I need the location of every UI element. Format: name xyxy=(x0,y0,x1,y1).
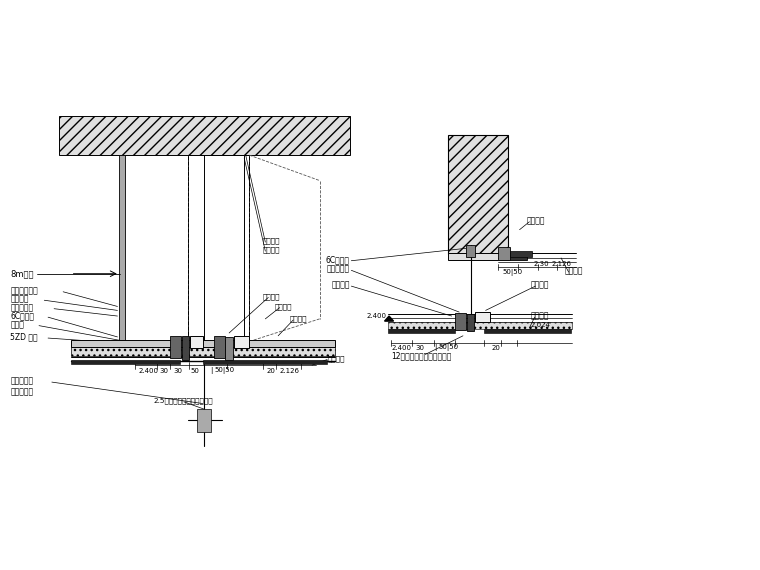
Text: 弹簧支撑: 弹簧支撑 xyxy=(263,293,280,300)
Text: 居室合金牛: 居室合金牛 xyxy=(11,376,33,385)
Bar xyxy=(484,329,571,333)
Text: 2.126: 2.126 xyxy=(280,368,299,374)
Text: 2.400: 2.400 xyxy=(366,313,386,319)
Text: 2.126: 2.126 xyxy=(552,261,572,267)
Text: 50|50: 50|50 xyxy=(214,367,234,374)
Text: 2.024: 2.024 xyxy=(531,321,551,328)
Text: 30: 30 xyxy=(173,368,182,374)
Text: 6C主龙骨: 6C主龙骨 xyxy=(11,312,34,320)
Text: 20: 20 xyxy=(492,345,501,351)
Bar xyxy=(448,253,508,259)
Bar xyxy=(388,322,572,329)
Text: 尼龙固定: 尼龙固定 xyxy=(263,247,280,253)
Bar xyxy=(188,155,249,341)
Bar xyxy=(71,347,334,356)
Bar xyxy=(182,336,189,360)
Text: 尼龙尼龙: 尼龙尼龙 xyxy=(263,238,280,245)
Text: 混凝土层: 混凝土层 xyxy=(527,216,546,225)
Bar xyxy=(225,337,233,360)
Text: 天板布方: 天板布方 xyxy=(531,312,549,320)
Text: 2.400: 2.400 xyxy=(391,345,411,351)
Text: 尼龙固定: 尼龙固定 xyxy=(531,280,549,290)
Bar xyxy=(233,336,249,348)
Bar xyxy=(466,246,475,256)
Text: |: | xyxy=(211,367,213,374)
Text: 8m以内: 8m以内 xyxy=(11,269,34,278)
Text: 50|50: 50|50 xyxy=(502,268,522,275)
Text: 30: 30 xyxy=(160,368,169,374)
Text: 12层期面层空调中色乳胶漆: 12层期面层空调中色乳胶漆 xyxy=(391,351,451,360)
Text: 30: 30 xyxy=(416,345,424,351)
Text: 对抗弹性生: 对抗弹性生 xyxy=(327,264,350,274)
Text: 50|50: 50|50 xyxy=(438,344,458,351)
Bar xyxy=(119,155,125,341)
Text: 大龙骨: 大龙骨 xyxy=(11,320,24,329)
Text: 居室限高度: 居室限高度 xyxy=(11,303,33,312)
Text: 20: 20 xyxy=(267,368,276,374)
Text: 防腐处理: 防腐处理 xyxy=(11,295,29,304)
Bar xyxy=(388,329,455,333)
Text: 住宅清水通上: 住宅清水通上 xyxy=(11,286,38,295)
Bar xyxy=(448,136,508,254)
Bar xyxy=(510,251,533,256)
Text: 6C主龙骨: 6C主龙骨 xyxy=(326,255,350,264)
Bar xyxy=(198,409,211,431)
Text: 2.400: 2.400 xyxy=(138,368,159,374)
Bar xyxy=(59,116,350,155)
Text: |: | xyxy=(434,344,437,351)
Bar xyxy=(71,360,180,364)
Bar xyxy=(498,247,510,259)
Bar xyxy=(475,312,490,322)
Text: 石膏板天: 石膏板天 xyxy=(328,355,345,362)
Polygon shape xyxy=(385,316,394,321)
Bar xyxy=(190,336,204,348)
Bar xyxy=(467,314,474,331)
Bar xyxy=(188,155,249,341)
Text: 石膏板天: 石膏板天 xyxy=(290,316,307,322)
Text: 天花板层: 天花板层 xyxy=(565,266,584,275)
Bar xyxy=(214,336,225,359)
Text: 50: 50 xyxy=(191,368,200,374)
Bar xyxy=(203,360,328,364)
Text: 2.5层实石膏板中合乳胶漆源: 2.5层实石膏板中合乳胶漆源 xyxy=(154,397,214,404)
Text: 彩泥清隔断: 彩泥清隔断 xyxy=(11,388,33,397)
Bar xyxy=(71,340,334,347)
Bar xyxy=(455,314,466,330)
Bar xyxy=(508,253,527,259)
Text: 5ZD 龙骨: 5ZD 龙骨 xyxy=(11,332,38,341)
Text: 矿棉板天: 矿棉板天 xyxy=(274,303,292,310)
Text: 石膏板天: 石膏板天 xyxy=(331,280,350,290)
Text: 2.30: 2.30 xyxy=(534,261,549,267)
Bar xyxy=(170,336,181,359)
